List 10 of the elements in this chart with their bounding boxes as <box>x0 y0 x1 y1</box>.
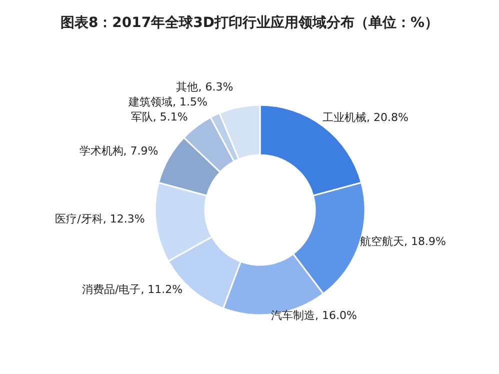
chart-title: 图表8：2017年全球3D打印行业应用领域分布（单位：%） <box>59 14 440 32</box>
slice-label: 航空航天, 18.9% <box>360 234 446 248</box>
slice-label: 工业机械, 20.8% <box>322 110 408 124</box>
slice-label: 学术机构, 7.9% <box>79 144 158 158</box>
slice-label: 汽车制造, 16.0% <box>270 308 357 322</box>
slice-label: 其他, 6.3% <box>176 80 234 94</box>
slice-label: 消费品/电子, 11.2% <box>82 283 183 296</box>
slice-label: 军队, 5.1% <box>130 110 188 124</box>
slice-label: 建筑领域, 1.5% <box>127 96 208 109</box>
slice-label: 医疗/牙科, 12.3% <box>55 212 145 226</box>
